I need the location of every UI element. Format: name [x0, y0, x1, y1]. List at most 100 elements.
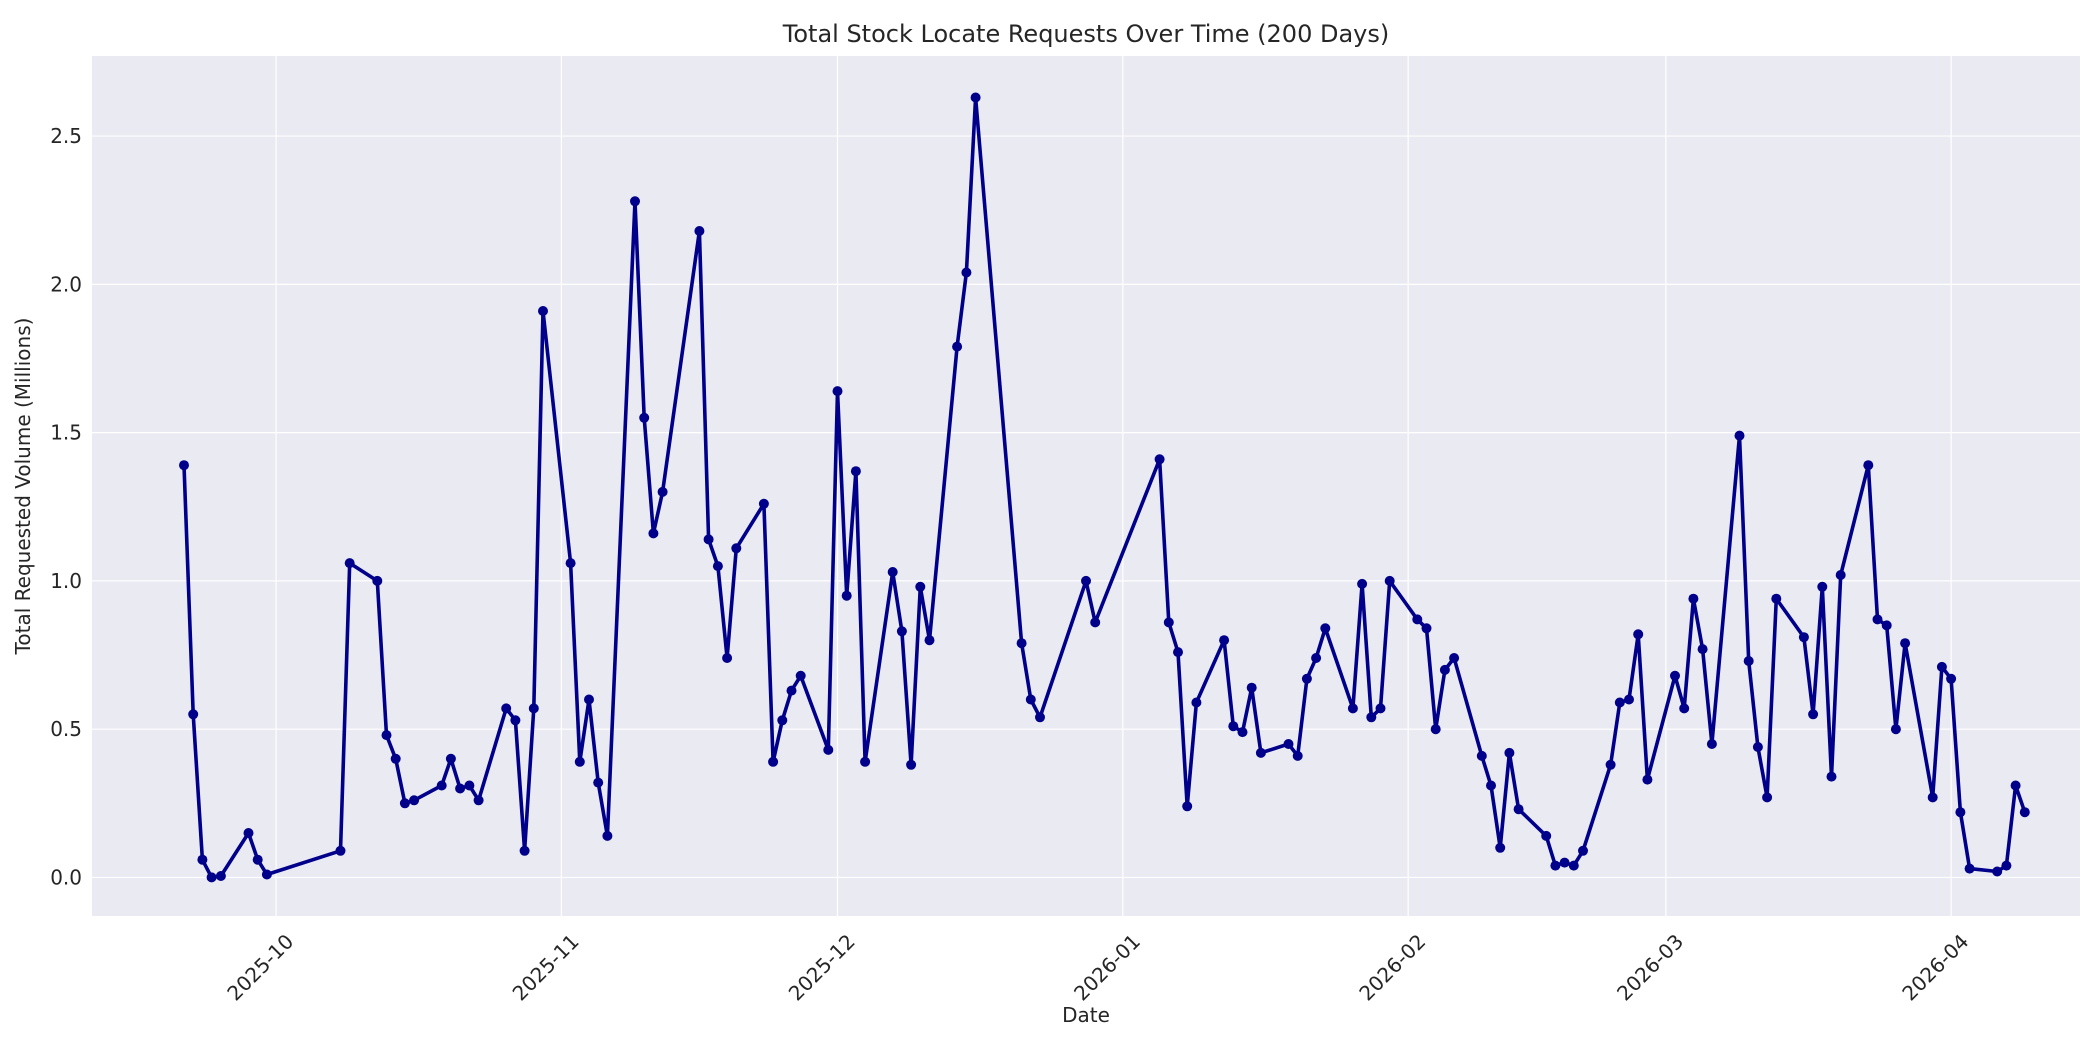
data-point — [1495, 842, 1506, 853]
data-point — [252, 854, 263, 865]
data-point — [1964, 863, 1975, 874]
data-point — [841, 590, 852, 601]
data-point — [1872, 614, 1883, 625]
y-tick-label: 0.5 — [50, 717, 82, 741]
data-point — [1743, 656, 1754, 666]
data-point — [409, 795, 420, 806]
chart-title: Total Stock Locate Requests Over Time (2… — [782, 20, 1389, 48]
data-point — [510, 715, 521, 726]
data-point — [1513, 804, 1524, 815]
data-point — [1347, 703, 1358, 714]
data-point — [372, 575, 383, 586]
data-point — [436, 780, 447, 791]
data-point — [445, 753, 456, 764]
data-point — [1826, 771, 1837, 782]
x-tick-label: 2026-04 — [1897, 929, 1973, 1005]
data-point — [1752, 742, 1763, 752]
y-axis-ticks: 0.0 0.5 1.0 1.5 2.0 2.5 — [50, 124, 82, 889]
data-point — [1090, 617, 1101, 628]
data-point — [2019, 807, 2030, 818]
plot-area — [92, 56, 2080, 916]
data-point — [1173, 647, 1183, 658]
data-point — [1163, 617, 1174, 628]
data-point — [1771, 593, 1782, 604]
x-tick-label: 2026-02 — [1354, 929, 1430, 1005]
data-point — [823, 744, 834, 755]
data-point — [1817, 581, 1828, 592]
data-point — [1992, 866, 2003, 877]
data-point — [1035, 712, 1045, 723]
data-point — [1688, 593, 1699, 604]
x-tick-label: 2025-11 — [508, 929, 584, 1005]
data-point — [1568, 860, 1579, 871]
data-point — [1283, 739, 1294, 749]
data-point — [915, 581, 926, 592]
data-point — [381, 730, 392, 741]
data-point — [574, 756, 585, 767]
data-point — [1476, 750, 1487, 761]
data-point — [1311, 653, 1322, 663]
data-point — [758, 498, 769, 509]
data-point — [1449, 653, 1460, 663]
data-point — [593, 777, 604, 788]
data-point — [1762, 792, 1773, 803]
data-point — [850, 466, 861, 477]
data-point — [1412, 614, 1423, 625]
data-point — [795, 670, 806, 681]
data-point — [786, 685, 797, 696]
data-point — [501, 703, 512, 714]
data-point — [455, 783, 466, 794]
data-point — [1016, 638, 1027, 649]
data-point — [952, 341, 963, 352]
data-point — [1430, 724, 1441, 735]
data-point — [712, 561, 723, 572]
data-point — [1734, 430, 1745, 441]
data-point — [1863, 460, 1874, 471]
data-point — [1808, 709, 1819, 720]
data-point — [887, 567, 898, 577]
data-point — [1025, 694, 1036, 705]
data-point — [1679, 703, 1690, 714]
data-point — [565, 558, 576, 569]
data-point — [860, 756, 871, 767]
data-point — [1357, 578, 1368, 589]
data-point — [832, 386, 843, 397]
data-point — [1900, 638, 1911, 649]
data-point — [1835, 570, 1846, 580]
data-point — [906, 759, 917, 770]
data-point — [1366, 712, 1377, 723]
data-points — [179, 92, 2030, 883]
data-point — [1550, 860, 1561, 871]
x-tick-label: 2025-12 — [784, 929, 860, 1005]
data-point — [243, 828, 254, 838]
data-point — [215, 871, 226, 881]
data-point — [2010, 780, 2021, 791]
y-tick-label: 2.5 — [50, 124, 82, 148]
data-point — [1624, 694, 1634, 705]
data-point — [2001, 860, 2012, 871]
x-tick-label: 2026-03 — [1612, 929, 1688, 1005]
data-point — [464, 780, 475, 791]
x-tick-label: 2026-01 — [1069, 929, 1145, 1005]
data-point — [1798, 632, 1809, 643]
data-point — [344, 558, 355, 569]
data-point — [399, 798, 410, 809]
data-point — [1578, 845, 1588, 856]
data-point — [1642, 774, 1653, 785]
data-point — [722, 653, 733, 663]
data-point — [648, 528, 659, 539]
data-point — [1421, 623, 1432, 634]
data-point — [188, 709, 199, 720]
x-axis-label: Date — [1062, 1003, 1110, 1027]
data-point — [206, 872, 217, 883]
data-point — [1697, 644, 1708, 655]
data-point — [1255, 747, 1266, 758]
data-point — [1191, 697, 1202, 708]
y-tick-label: 1.0 — [50, 569, 82, 593]
data-point — [584, 694, 594, 705]
data-point — [528, 703, 539, 714]
data-point — [1541, 830, 1552, 841]
data-point — [1219, 635, 1230, 646]
data-point — [1081, 575, 1091, 586]
